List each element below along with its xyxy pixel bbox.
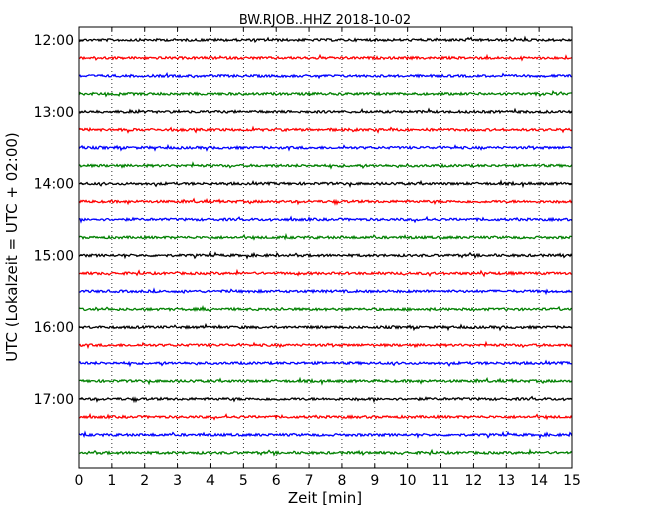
x-tick-label: 4	[206, 473, 215, 489]
x-tick-label: 5	[239, 473, 248, 489]
seismogram-trace	[78, 53, 573, 62]
seismogram-trace	[78, 340, 573, 350]
seismogram-trace	[78, 35, 573, 43]
x-tick-label: 8	[337, 473, 346, 489]
x-tick-label: 12	[464, 473, 482, 489]
seismogram-trace	[78, 448, 573, 457]
seismogram-trace	[78, 161, 573, 170]
seismogram-trace	[78, 287, 573, 296]
x-tick-label: 2	[140, 473, 149, 489]
x-tick-label: 14	[530, 473, 548, 489]
seismogram-trace	[78, 197, 573, 206]
seismogram-trace	[78, 125, 573, 134]
chart-title: BW.RJOB..HHZ 2018-10-02	[239, 13, 411, 28]
grid-lines	[111, 27, 540, 468]
y-tick-label: 12:00	[34, 33, 74, 49]
x-tick-label: 6	[272, 473, 281, 489]
x-tick-label: 7	[305, 473, 314, 489]
x-tick-label: 9	[370, 473, 379, 489]
x-tick-label: 11	[432, 473, 450, 489]
seismogram-trace	[78, 322, 573, 332]
seismogram-trace	[78, 107, 573, 115]
seismogram-trace	[78, 232, 573, 241]
y-axis-ticks: 12:00 13:00 14:00 15:00 16:00 17:00	[34, 33, 572, 408]
seismogram-trace	[78, 430, 573, 440]
x-axis-ticks: 0 1 2 3 4 5 6 7 8 9 10 11 12 13 14 15	[75, 27, 581, 489]
seismogram-trace	[78, 268, 573, 278]
seismogram-trace	[78, 305, 572, 313]
x-tick-label: 0	[75, 473, 84, 489]
seismogram-trace	[78, 412, 573, 421]
plot-area-background	[79, 27, 572, 468]
seismogram-trace	[78, 215, 573, 224]
y-tick-label: 13:00	[34, 105, 74, 121]
seismogram-trace	[78, 395, 573, 404]
y-tick-label: 14:00	[34, 177, 74, 193]
x-tick-label: 10	[399, 473, 417, 489]
y-tick-label: 16:00	[34, 320, 74, 336]
x-tick-label: 13	[497, 473, 515, 489]
seismogram-trace	[78, 72, 573, 80]
x-axis-label: Zeit [min]	[288, 489, 362, 507]
seismogram-traces	[78, 35, 573, 457]
seismogram-trace	[78, 143, 573, 152]
x-tick-label: 1	[107, 473, 116, 489]
x-tick-label: 15	[563, 473, 581, 489]
y-tick-label: 15:00	[34, 248, 74, 264]
seismogram-trace	[78, 359, 573, 368]
seismogram-trace	[78, 251, 573, 260]
seismogram-trace	[78, 179, 573, 189]
y-axis-label: UTC (Lokalzeit = UTC + 02:00)	[3, 132, 21, 362]
seismogram-trace	[78, 376, 573, 386]
seismogram-trace	[78, 89, 573, 98]
y-tick-label: 17:00	[34, 392, 74, 408]
plot-frame	[78, 26, 573, 469]
x-tick-label: 3	[173, 473, 182, 489]
